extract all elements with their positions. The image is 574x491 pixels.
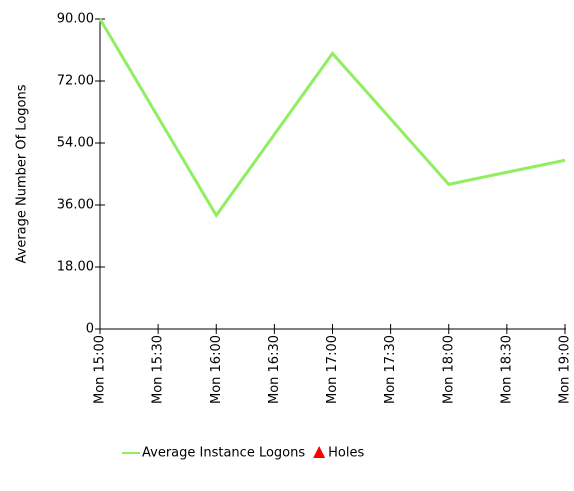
x-tick-label: Mon 17:00 bbox=[325, 335, 340, 404]
y-tick-label: 90.00 bbox=[57, 12, 94, 27]
x-tick-label: Mon 15:30 bbox=[151, 335, 166, 404]
legend-marker bbox=[313, 446, 326, 458]
x-tick-label: Mon 15:00 bbox=[93, 335, 108, 404]
y-tick-label: 18.00 bbox=[57, 260, 94, 275]
y-tick-label: 0 bbox=[86, 322, 94, 337]
x-tick-label: Mon 18:30 bbox=[499, 335, 514, 404]
legend-label: Holes bbox=[328, 446, 364, 461]
y-axis-label: Average Number Of Logons bbox=[15, 84, 30, 263]
y-tick-label: 36.00 bbox=[57, 198, 94, 213]
legend-label: Average Instance Logons bbox=[142, 446, 305, 461]
x-tick-label: Mon 17:30 bbox=[383, 335, 398, 404]
x-tick-label: Mon 18:00 bbox=[441, 335, 456, 404]
x-tick-label: Mon 19:00 bbox=[558, 335, 573, 404]
data-line bbox=[98, 18, 566, 219]
y-tick-label: 54.00 bbox=[57, 136, 94, 151]
y-tick-label: 72.00 bbox=[57, 74, 94, 89]
x-tick-label: Mon 16:00 bbox=[209, 335, 224, 404]
x-tick-label: Mon 16:30 bbox=[267, 335, 282, 404]
